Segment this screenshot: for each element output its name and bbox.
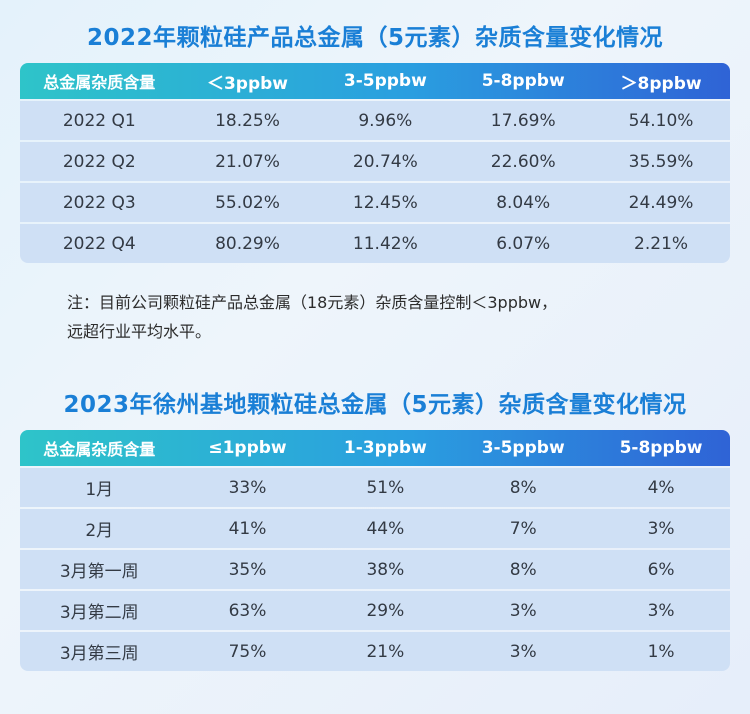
table-cell: 3月第一周	[59, 562, 139, 582]
table1-header-cell: ＜3ppbw	[206, 73, 288, 94]
table1-header-cell: ＞8ppbw	[620, 73, 702, 94]
table2-header-row: 总金属杂质含量 ≤1ppbw 1-3ppbw 3-5ppbw 5-8ppbw	[20, 430, 730, 466]
table1-title: 2022年颗粒硅产品总金属（5元素）杂质含量变化情况	[86, 25, 664, 51]
table-row: 1月 33% 51% 8% 4%	[20, 468, 730, 507]
table2: 总金属杂质含量 ≤1ppbw 1-3ppbw 3-5ppbw 5-8ppbw 1…	[20, 430, 730, 671]
table-cell: 12.45%	[352, 192, 418, 213]
table-cell: 1月	[85, 480, 114, 500]
table-cell: 20.74%	[352, 151, 418, 172]
table-cell: 3月第二周	[59, 603, 139, 623]
table-row: 2022 Q2 21.07% 20.74% 22.60% 35.59%	[20, 142, 730, 181]
table-cell: 3%	[647, 518, 675, 539]
table1-header-cell: 5-8ppbw	[481, 71, 565, 91]
table1-header-cell: 总金属杂质含量	[43, 73, 156, 92]
table1: 总金属杂质含量 ＜3ppbw 3-5ppbw 5-8ppbw ＞8ppbw 20…	[20, 63, 730, 263]
table-cell: 9.96%	[358, 110, 413, 131]
table-cell: 6%	[647, 559, 675, 580]
table-cell: 54.10%	[628, 110, 694, 131]
table-cell: 8.04%	[496, 192, 551, 213]
table2-header-cell: ≤1ppbw	[208, 438, 287, 458]
table-cell: 1%	[647, 641, 675, 662]
table-row: 3月第二周 63% 29% 3% 3%	[20, 591, 730, 630]
table-cell: 6.07%	[496, 233, 551, 254]
table-cell: 3月第三周	[59, 644, 139, 664]
table2-header-cell: 总金属杂质含量	[43, 440, 156, 459]
table-cell: 22.60%	[490, 151, 556, 172]
table-cell: 2022 Q1	[62, 110, 136, 131]
table1-header-row: 总金属杂质含量 ＜3ppbw 3-5ppbw 5-8ppbw ＞8ppbw	[20, 63, 730, 99]
table-cell: 2022 Q3	[62, 192, 136, 213]
table-cell: 2.21%	[634, 233, 689, 254]
table-cell: 3%	[509, 641, 537, 662]
table-cell: 3%	[647, 600, 675, 621]
table2-header-cell: 1-3ppbw	[343, 438, 427, 458]
table-cell: 55.02%	[215, 192, 280, 213]
table2-header-cell: 3-5ppbw	[481, 438, 565, 458]
footnote-line: 远超行业平均水平。	[67, 322, 212, 341]
table-cell: 18.25%	[215, 110, 280, 131]
table-cell: 41%	[228, 518, 267, 539]
table-cell: 21.07%	[215, 151, 280, 172]
table-cell: 51%	[366, 477, 405, 498]
table-row: 2月 41% 44% 7% 3%	[20, 509, 730, 548]
table-cell: 17.69%	[490, 110, 556, 131]
footnote-line: 注：目前公司颗粒硅产品总金属（18元素）杂质含量控制＜3ppbw，	[67, 293, 558, 312]
table-row: 3月第三周 75% 21% 3% 1%	[20, 632, 730, 671]
table-cell: 8%	[509, 477, 537, 498]
table-row: 3月第一周 35% 38% 8% 6%	[20, 550, 730, 589]
table1-header-cell: 3-5ppbw	[343, 71, 427, 91]
table-cell: 35%	[228, 559, 267, 580]
footnote: 注：目前公司颗粒硅产品总金属（18元素）杂质含量控制＜3ppbw， 远超行业平均…	[67, 288, 707, 346]
table-cell: 2022 Q4	[62, 233, 136, 254]
table-row: 2022 Q3 55.02% 12.45% 8.04% 24.49%	[20, 183, 730, 222]
table-cell: 24.49%	[628, 192, 694, 213]
table-cell: 35.59%	[628, 151, 694, 172]
table-cell: 8%	[509, 559, 537, 580]
table-cell: 2月	[85, 521, 114, 541]
table-cell: 29%	[366, 600, 405, 621]
table-cell: 80.29%	[215, 233, 280, 254]
table-cell: 7%	[509, 518, 537, 539]
table-row: 2022 Q4 80.29% 11.42% 6.07% 2.21%	[20, 224, 730, 263]
table-cell: 38%	[366, 559, 405, 580]
table-cell: 3%	[509, 600, 537, 621]
table-cell: 2022 Q2	[62, 151, 136, 172]
table2-title: 2023年徐州基地颗粒硅总金属（5元素）杂质含量变化情况	[63, 392, 687, 418]
table-cell: 4%	[647, 477, 675, 498]
table-cell: 33%	[228, 477, 267, 498]
table-cell: 21%	[366, 641, 405, 662]
table2-header-cell: 5-8ppbw	[619, 438, 703, 458]
table-cell: 63%	[228, 600, 267, 621]
table-cell: 75%	[228, 641, 267, 662]
table-cell: 44%	[366, 518, 405, 539]
table-row: 2022 Q1 18.25% 9.96% 17.69% 54.10%	[20, 101, 730, 140]
table-cell: 11.42%	[352, 233, 418, 254]
